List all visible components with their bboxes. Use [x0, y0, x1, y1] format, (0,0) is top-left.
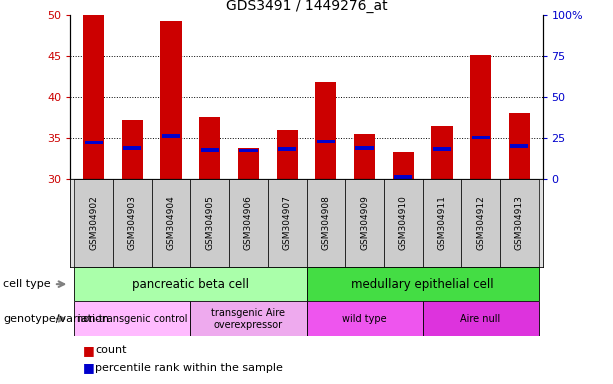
Bar [394, 175, 413, 179]
Bar [306, 267, 539, 301]
Bar [123, 146, 142, 150]
Bar [422, 301, 539, 336]
Bar [461, 179, 500, 267]
Bar [422, 179, 461, 267]
Bar [200, 148, 219, 152]
Bar [113, 179, 152, 267]
Text: GSM304913: GSM304913 [515, 195, 524, 250]
Text: GSM304912: GSM304912 [476, 195, 485, 250]
Bar [122, 120, 143, 179]
Bar [199, 118, 221, 179]
Text: GSM304908: GSM304908 [321, 195, 330, 250]
Text: genotype/variation: genotype/variation [3, 314, 109, 324]
Text: medullary epithelial cell: medullary epithelial cell [351, 278, 494, 291]
Text: GSM304907: GSM304907 [283, 195, 292, 250]
Text: GSM304910: GSM304910 [398, 195, 408, 250]
Bar [85, 141, 103, 144]
Text: GSM304903: GSM304903 [128, 195, 137, 250]
Bar [229, 179, 268, 267]
Text: ■: ■ [83, 344, 94, 357]
Bar [356, 146, 373, 150]
Bar [278, 147, 296, 151]
Bar [240, 149, 257, 152]
Text: transgenic Aire
overexpressor: transgenic Aire overexpressor [211, 308, 286, 329]
Text: GSM304905: GSM304905 [205, 195, 215, 250]
Bar [317, 140, 335, 144]
Bar [152, 179, 191, 267]
Text: pancreatic beta cell: pancreatic beta cell [132, 278, 249, 291]
Bar [354, 134, 375, 179]
Bar [306, 301, 422, 336]
Bar [74, 301, 191, 336]
Bar [500, 179, 539, 267]
Text: GSM304904: GSM304904 [167, 195, 175, 250]
Bar [74, 267, 306, 301]
Text: Aire null: Aire null [460, 314, 501, 324]
Bar [510, 144, 528, 147]
Text: GSM304911: GSM304911 [438, 195, 446, 250]
Text: non-transgenic control: non-transgenic control [77, 314, 188, 324]
Bar [433, 147, 451, 151]
Text: cell type: cell type [3, 279, 51, 289]
Bar [161, 21, 181, 179]
Bar [191, 179, 229, 267]
Title: GDS3491 / 1449276_at: GDS3491 / 1449276_at [226, 0, 387, 13]
Bar [83, 15, 104, 179]
Bar [238, 147, 259, 179]
Bar [162, 134, 180, 138]
Text: GSM304906: GSM304906 [244, 195, 253, 250]
Text: ■: ■ [83, 361, 94, 374]
Bar [471, 136, 490, 139]
Bar [392, 152, 414, 179]
Bar [306, 179, 345, 267]
Text: percentile rank within the sample: percentile rank within the sample [95, 362, 283, 373]
Bar [74, 179, 113, 267]
Bar [276, 130, 298, 179]
Text: GSM304909: GSM304909 [360, 195, 369, 250]
Bar [509, 113, 530, 179]
Bar [470, 55, 491, 179]
Bar [268, 179, 306, 267]
Text: wild type: wild type [342, 314, 387, 324]
Bar [432, 126, 452, 179]
Bar [384, 179, 422, 267]
Text: count: count [95, 345, 126, 356]
Text: GSM304902: GSM304902 [89, 195, 98, 250]
Bar [191, 301, 306, 336]
Bar [345, 179, 384, 267]
Bar [315, 82, 337, 179]
